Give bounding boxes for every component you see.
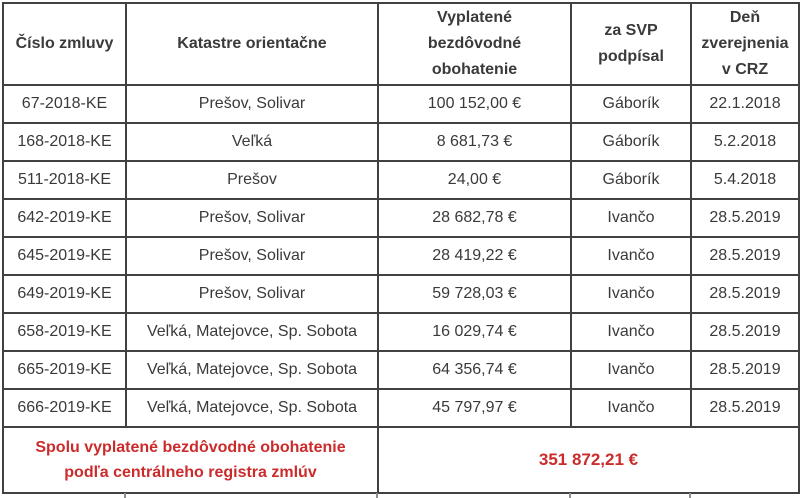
- cell-signed-by: Gáborík: [570, 160, 692, 200]
- cell-signed-by: Ivančo: [570, 388, 692, 428]
- cell-cadastre: Prešov: [125, 160, 379, 200]
- column-header-amount: Vyplatené bezdôvodné obohatenie: [377, 2, 572, 86]
- cropped-row-border-stub: [124, 493, 126, 498]
- cell-amount: 28 682,78 €: [377, 198, 572, 238]
- table-row: 168-2018-KE Veľká 8 681,73 € Gáborík 5.2…: [2, 122, 800, 162]
- column-header-contract-number: Číslo zmluvy: [2, 2, 127, 86]
- cell-amount: 45 797,97 €: [377, 388, 572, 428]
- cell-publish-date: 28.5.2019: [690, 236, 800, 276]
- column-header-label: Číslo zmluvy: [15, 34, 114, 52]
- cell-amount: 8 681,73 €: [377, 122, 572, 162]
- column-header-cadastre: Katastre orientačne: [125, 2, 379, 86]
- table-row: 658-2019-KE Veľká, Matejovce, Sp. Sobota…: [2, 312, 800, 352]
- cell-amount: 24,00 €: [377, 160, 572, 200]
- cell-contract-number: 645-2019-KE: [2, 236, 127, 276]
- cell-contract-number: 67-2018-KE: [2, 84, 127, 124]
- cell-signed-by: Ivančo: [570, 236, 692, 276]
- column-header-label: Katastre orientačne: [177, 34, 327, 52]
- column-header-label: Vyplatené bezdôvodné obohatenie: [427, 9, 522, 78]
- cropped-row-border-stub: [376, 493, 378, 498]
- cell-contract-number: 665-2019-KE: [2, 350, 127, 390]
- cell-contract-number: 658-2019-KE: [2, 312, 127, 352]
- cell-cadastre: Veľká, Matejovce, Sp. Sobota: [125, 350, 379, 390]
- cell-amount: 100 152,00 €: [377, 84, 572, 124]
- cell-contract-number: 649-2019-KE: [2, 274, 127, 314]
- cell-signed-by: Gáborík: [570, 84, 692, 124]
- cell-publish-date: 5.4.2018: [690, 160, 800, 200]
- cell-signed-by: Ivančo: [570, 198, 692, 238]
- cell-cadastre: Prešov, Solivar: [125, 274, 379, 314]
- cell-contract-number: 511-2018-KE: [2, 160, 127, 200]
- column-header-publish-date: Deň zverejnenia v CRZ: [690, 2, 800, 86]
- cell-amount: 16 029,74 €: [377, 312, 572, 352]
- summary-label: Spolu vyplatené bezdôvodné obohatenie po…: [2, 426, 379, 494]
- cell-signed-by: Ivančo: [570, 350, 692, 390]
- cell-cadastre: Prešov, Solivar: [125, 236, 379, 276]
- cell-contract-number: 642-2019-KE: [2, 198, 127, 238]
- cropped-row-border-stub: [689, 493, 691, 498]
- cell-publish-date: 28.5.2019: [690, 274, 800, 314]
- table-row: 67-2018-KE Prešov, Solivar 100 152,00 € …: [2, 84, 800, 124]
- table-row: 642-2019-KE Prešov, Solivar 28 682,78 € …: [2, 198, 800, 238]
- cell-contract-number: 666-2019-KE: [2, 388, 127, 428]
- column-header-label: za SVP podpísal: [598, 22, 664, 65]
- cell-cadastre: Veľká, Matejovce, Sp. Sobota: [125, 312, 379, 352]
- cell-publish-date: 28.5.2019: [690, 312, 800, 352]
- cropped-row-border-stub: [569, 493, 571, 498]
- cell-amount: 64 356,74 €: [377, 350, 572, 390]
- table-body: 67-2018-KE Prešov, Solivar 100 152,00 € …: [2, 84, 800, 494]
- column-header-label: Deň zverejnenia v CRZ: [701, 9, 789, 78]
- summary-total: 351 872,21 €: [377, 426, 800, 494]
- cell-cadastre: Veľká: [125, 122, 379, 162]
- cell-signed-by: Ivančo: [570, 312, 692, 352]
- cell-publish-date: 28.5.2019: [690, 350, 800, 390]
- table-row: 511-2018-KE Prešov 24,00 € Gáborík 5.4.2…: [2, 160, 800, 200]
- cell-contract-number: 168-2018-KE: [2, 122, 127, 162]
- cell-amount: 28 419,22 €: [377, 236, 572, 276]
- cell-amount: 59 728,03 €: [377, 274, 572, 314]
- cell-signed-by: Ivančo: [570, 274, 692, 314]
- cell-publish-date: 28.5.2019: [690, 198, 800, 238]
- table-header: Číslo zmluvy Katastre orientačne Vyplate…: [2, 2, 800, 86]
- table-row: 649-2019-KE Prešov, Solivar 59 728,03 € …: [2, 274, 800, 314]
- table-row: 666-2019-KE Veľká, Matejovce, Sp. Sobota…: [2, 388, 800, 428]
- cell-cadastre: Prešov, Solivar: [125, 84, 379, 124]
- table-row: 645-2019-KE Prešov, Solivar 28 419,22 € …: [2, 236, 800, 276]
- column-header-signed-by: za SVP podpísal: [570, 2, 692, 86]
- summary-row: Spolu vyplatené bezdôvodné obohatenie po…: [2, 426, 800, 494]
- header-row: Číslo zmluvy Katastre orientačne Vyplate…: [2, 2, 800, 86]
- cell-signed-by: Gáborík: [570, 122, 692, 162]
- cell-cadastre: Veľká, Matejovce, Sp. Sobota: [125, 388, 379, 428]
- cell-publish-date: 5.2.2018: [690, 122, 800, 162]
- summary-label-text: Spolu vyplatené bezdôvodné obohatenie po…: [35, 439, 346, 481]
- cell-cadastre: Prešov, Solivar: [125, 198, 379, 238]
- table-row: 665-2019-KE Veľká, Matejovce, Sp. Sobota…: [2, 350, 800, 390]
- cell-publish-date: 28.5.2019: [690, 388, 800, 428]
- cell-publish-date: 22.1.2018: [690, 84, 800, 124]
